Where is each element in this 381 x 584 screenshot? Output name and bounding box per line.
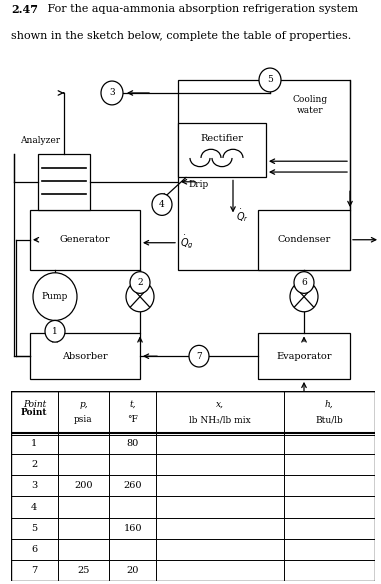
Text: t,: t, xyxy=(130,400,136,409)
Circle shape xyxy=(126,281,154,312)
Text: Drip: Drip xyxy=(188,180,208,189)
Text: shown in the sketch below, complete the table of properties.: shown in the sketch below, complete the … xyxy=(11,31,352,41)
Text: 5: 5 xyxy=(31,524,37,533)
Text: 260: 260 xyxy=(123,481,142,491)
Text: 20: 20 xyxy=(126,566,139,575)
Text: 160: 160 xyxy=(123,524,142,533)
Text: 4: 4 xyxy=(31,503,37,512)
Text: Rectifier: Rectifier xyxy=(200,134,243,143)
Text: 80: 80 xyxy=(126,439,139,448)
Text: 7: 7 xyxy=(31,566,37,575)
Text: 1: 1 xyxy=(52,327,58,336)
Bar xyxy=(38,154,90,210)
Text: $\dot{Q}_g$: $\dot{Q}_g$ xyxy=(180,234,194,252)
Text: Generator: Generator xyxy=(60,235,110,244)
Text: $\dot{Q}_a$: $\dot{Q}_a$ xyxy=(15,409,29,426)
Circle shape xyxy=(259,68,281,92)
Text: Btu/lb: Btu/lb xyxy=(315,415,343,424)
Circle shape xyxy=(294,272,314,293)
Text: lb NH₃/lb mix: lb NH₃/lb mix xyxy=(189,415,251,424)
Circle shape xyxy=(290,281,318,312)
Text: Absorber: Absorber xyxy=(62,352,108,361)
Text: Analyzer: Analyzer xyxy=(20,136,60,145)
Text: 200: 200 xyxy=(74,481,93,491)
Text: 3: 3 xyxy=(109,88,115,98)
Text: h,: h, xyxy=(325,400,334,409)
Circle shape xyxy=(101,81,123,105)
Text: Point: Point xyxy=(23,400,46,409)
Text: 2: 2 xyxy=(31,460,37,470)
Text: 4: 4 xyxy=(159,200,165,209)
Text: Cooling
water: Cooling water xyxy=(293,95,328,114)
Text: For the aqua-ammonia absorption refrigeration system: For the aqua-ammonia absorption refriger… xyxy=(44,4,358,14)
Circle shape xyxy=(130,272,150,293)
Circle shape xyxy=(45,321,65,342)
Text: 1: 1 xyxy=(31,439,37,448)
Bar xyxy=(178,123,266,178)
Text: x,: x, xyxy=(216,400,224,409)
Text: °F: °F xyxy=(127,415,138,424)
Text: 3: 3 xyxy=(31,481,37,491)
Circle shape xyxy=(33,273,77,321)
Bar xyxy=(178,80,350,270)
Circle shape xyxy=(189,345,209,367)
Bar xyxy=(30,210,140,270)
Bar xyxy=(258,333,350,379)
Text: psia: psia xyxy=(74,415,93,424)
Bar xyxy=(258,210,350,270)
Text: 7: 7 xyxy=(196,352,202,361)
Text: 6: 6 xyxy=(301,278,307,287)
Bar xyxy=(30,333,140,379)
Text: 2.47: 2.47 xyxy=(11,4,38,15)
Text: 6: 6 xyxy=(31,545,37,554)
Text: 25: 25 xyxy=(77,566,90,575)
Text: Condenser: Condenser xyxy=(277,235,331,244)
Text: $\dot{Q}_r$: $\dot{Q}_r$ xyxy=(236,207,249,224)
Text: Point: Point xyxy=(21,408,48,416)
Text: 5: 5 xyxy=(267,75,273,85)
Text: Evaporator: Evaporator xyxy=(276,352,332,361)
Text: p,: p, xyxy=(79,400,88,409)
Text: Pump: Pump xyxy=(42,292,68,301)
Circle shape xyxy=(152,194,172,215)
Text: 2: 2 xyxy=(137,278,143,287)
